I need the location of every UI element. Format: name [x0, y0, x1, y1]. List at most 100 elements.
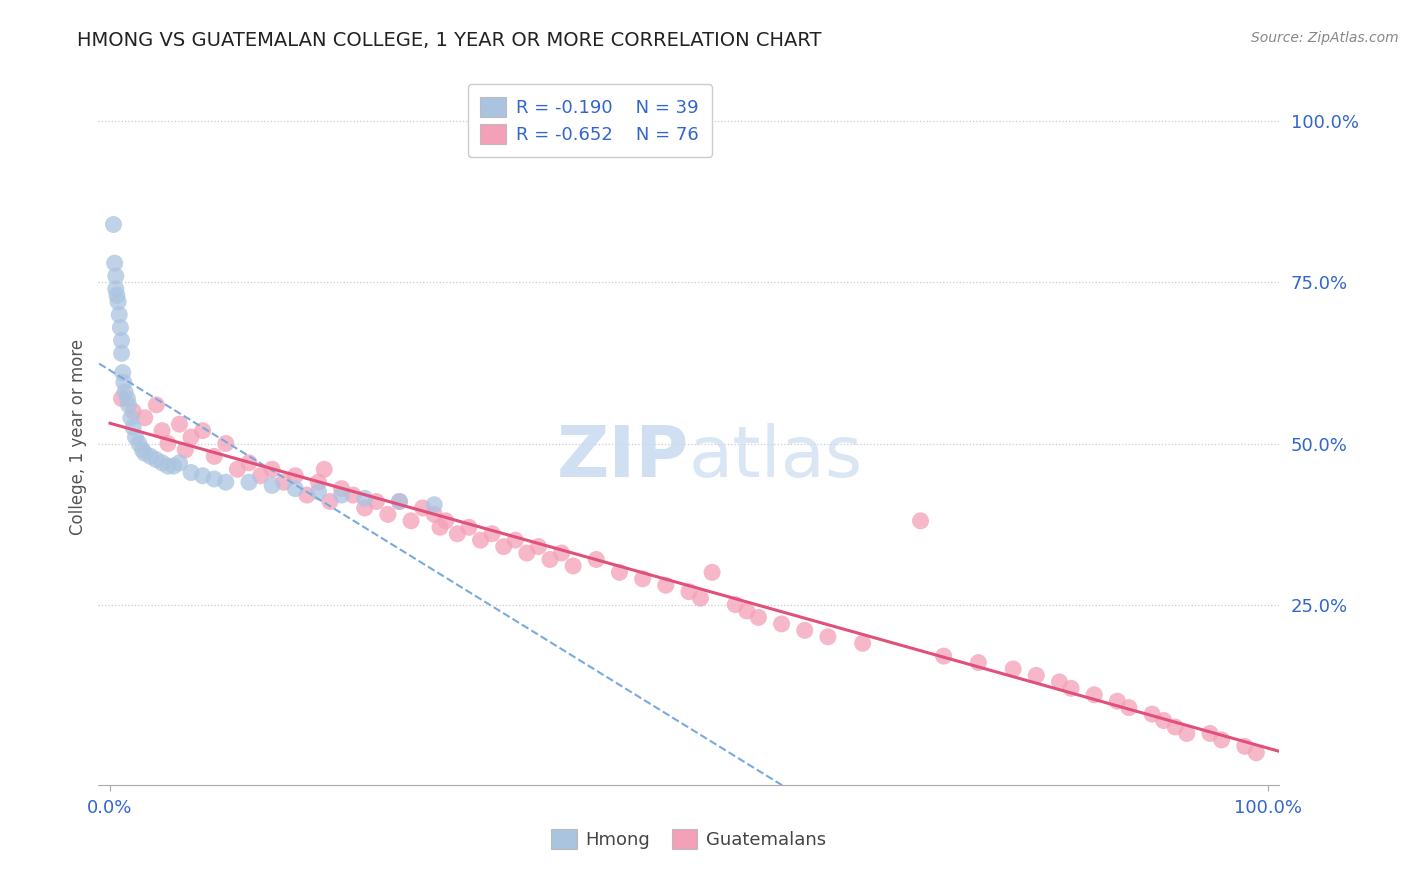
Point [110, 320, 132, 334]
Point [180, 430, 202, 444]
Text: Source: ZipAtlas.com: Source: ZipAtlas.com [1251, 31, 1399, 45]
Point [388, 494, 411, 508]
Point [114, 384, 136, 399]
Point [747, 610, 769, 624]
Point [1025, 668, 1047, 682]
Point [111, 366, 134, 380]
Point [793, 624, 815, 638]
Point [689, 591, 711, 606]
Point [180, 466, 202, 480]
Point [262, 478, 284, 492]
Point [678, 584, 700, 599]
Point [134, 410, 156, 425]
Point [124, 430, 146, 444]
Point [527, 540, 550, 554]
Point [817, 630, 839, 644]
Point [319, 494, 342, 508]
Point [852, 636, 875, 650]
Point [139, 450, 162, 464]
Point [226, 462, 249, 476]
Point [1049, 674, 1071, 689]
Point [724, 598, 747, 612]
Point [1118, 700, 1140, 714]
Point [429, 520, 451, 534]
Point [117, 398, 139, 412]
Point [238, 475, 260, 490]
Point [191, 424, 214, 438]
Point [366, 494, 388, 508]
Point [145, 398, 167, 412]
Point [156, 458, 179, 473]
Point [399, 514, 422, 528]
Point [117, 392, 139, 406]
Point [104, 268, 127, 283]
Point [1083, 688, 1105, 702]
Point [105, 288, 128, 302]
Point [134, 446, 156, 460]
Point [1153, 714, 1175, 728]
Point [145, 452, 167, 467]
Point [131, 442, 153, 457]
Point [128, 436, 150, 450]
Point [110, 334, 132, 348]
Point [388, 494, 411, 508]
Point [1002, 662, 1025, 676]
Point [295, 488, 318, 502]
Point [655, 578, 678, 592]
Point [1211, 732, 1233, 747]
Point [538, 552, 561, 566]
Point [458, 520, 481, 534]
Point [238, 456, 260, 470]
Point [262, 462, 284, 476]
Y-axis label: College, 1 year or more: College, 1 year or more [69, 339, 87, 535]
Point [120, 410, 142, 425]
Point [156, 436, 179, 450]
Point [770, 616, 793, 631]
Point [1164, 720, 1187, 734]
Point [202, 450, 225, 464]
Point [104, 256, 127, 270]
Point [492, 540, 515, 554]
Point [150, 424, 173, 438]
Point [273, 475, 295, 490]
Point [330, 488, 353, 502]
Point [122, 404, 145, 418]
Point [150, 456, 173, 470]
Point [353, 491, 375, 506]
Point [284, 468, 307, 483]
Point [609, 566, 631, 580]
Point [104, 282, 127, 296]
Point [423, 508, 446, 522]
Point [107, 294, 129, 309]
Point [112, 376, 135, 390]
Point [1175, 726, 1198, 740]
Point [314, 462, 336, 476]
Point [202, 472, 225, 486]
Text: ZIP: ZIP [557, 424, 689, 492]
Point [932, 649, 955, 664]
Point [215, 436, 238, 450]
Point [516, 546, 538, 560]
Point [353, 500, 375, 515]
Point [1107, 694, 1129, 708]
Point [307, 475, 329, 490]
Point [1060, 681, 1083, 696]
Point [631, 572, 654, 586]
Text: HMONG VS GUATEMALAN COLLEGE, 1 YEAR OR MORE CORRELATION CHART: HMONG VS GUATEMALAN COLLEGE, 1 YEAR OR M… [77, 31, 823, 50]
Point [1140, 707, 1163, 722]
Point [1246, 746, 1268, 760]
Point [103, 218, 125, 232]
Point [434, 514, 457, 528]
Text: atlas: atlas [689, 424, 863, 492]
Point [330, 482, 353, 496]
Point [169, 417, 191, 432]
Point [342, 488, 364, 502]
Point [1233, 739, 1256, 754]
Point [446, 526, 468, 541]
Point [284, 482, 307, 496]
Legend: Hmong, Guatemalans: Hmong, Guatemalans [544, 822, 834, 856]
Point [550, 546, 572, 560]
Point [562, 558, 585, 573]
Point [700, 566, 723, 580]
Point [191, 468, 214, 483]
